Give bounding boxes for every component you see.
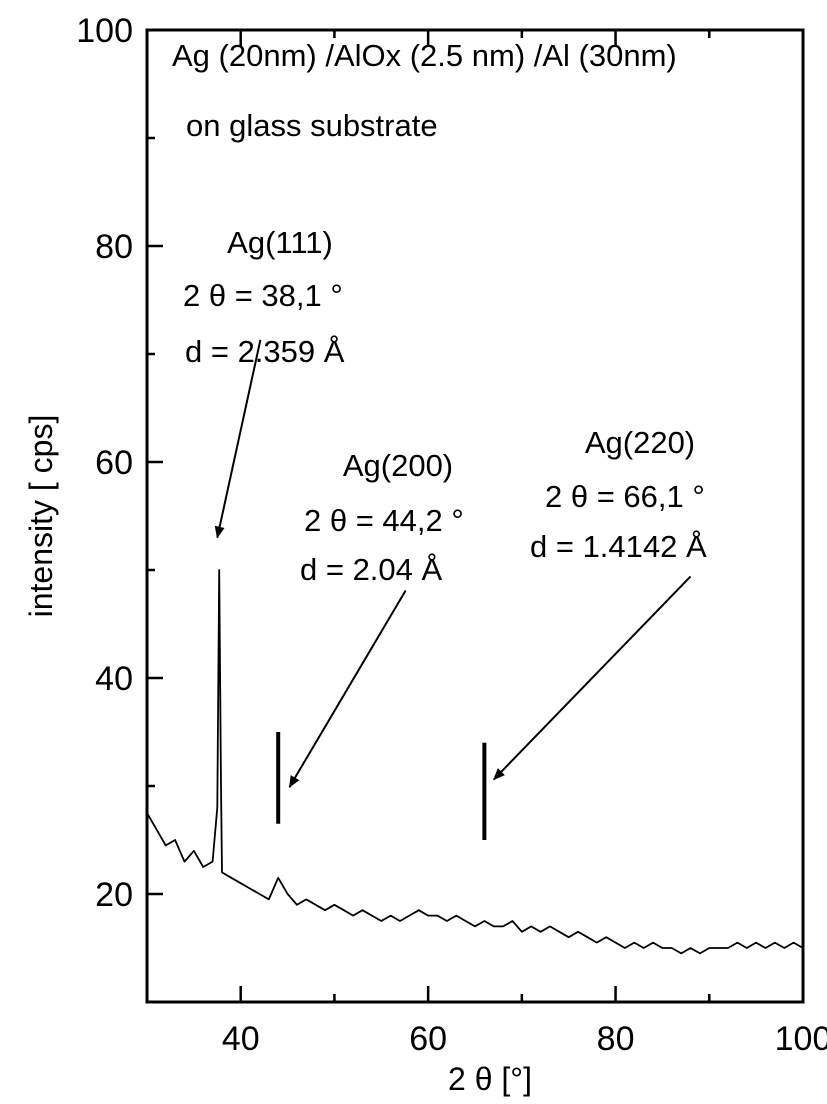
peak-200-two-theta: 2 θ = 44,2 ° [304, 503, 464, 538]
plot-frame [145, 28, 805, 1004]
peak-111-d-spacing: d = 2.359 Å [185, 334, 345, 369]
y-tick-label: 40 [95, 660, 133, 698]
peak-220-two-theta: 2 θ = 66,1 ° [545, 479, 705, 514]
y-tick-label: 80 [95, 228, 133, 266]
peak-111-two-theta: 2 θ = 38,1 ° [183, 278, 343, 313]
x-axis-label: 2 θ [°] [448, 1061, 532, 1097]
y-tick-label: 20 [95, 876, 133, 914]
y-axis-label: intensity [ cps] [23, 415, 59, 618]
x-tick-label: 40 [222, 1020, 260, 1058]
diffraction-curve [146, 569, 804, 955]
x-tick-label: 80 [597, 1020, 635, 1058]
peak-arrow [493, 575, 692, 781]
peak-200-label: Ag(200) [343, 448, 453, 483]
x-tick-label: 60 [409, 1020, 447, 1058]
peak-220-d-spacing: d = 1.4142 Å [530, 529, 707, 564]
x-tick-label: 100 [775, 1020, 827, 1058]
y-tick-label: 60 [95, 444, 133, 482]
sample-description-line1: Ag (20nm) /AlOx (2.5 nm) /Al (30nm) [172, 38, 677, 73]
peak-200-d-spacing: d = 2.04 Å [300, 552, 443, 587]
peak-arrow [288, 590, 407, 788]
peak-220-label: Ag(220) [585, 425, 695, 460]
sample-description-line2: on glass substrate [186, 108, 438, 143]
y-tick-label: 100 [76, 12, 133, 50]
peak-111-label: Ag(111) [227, 225, 333, 260]
peak-arrow [214, 339, 262, 539]
